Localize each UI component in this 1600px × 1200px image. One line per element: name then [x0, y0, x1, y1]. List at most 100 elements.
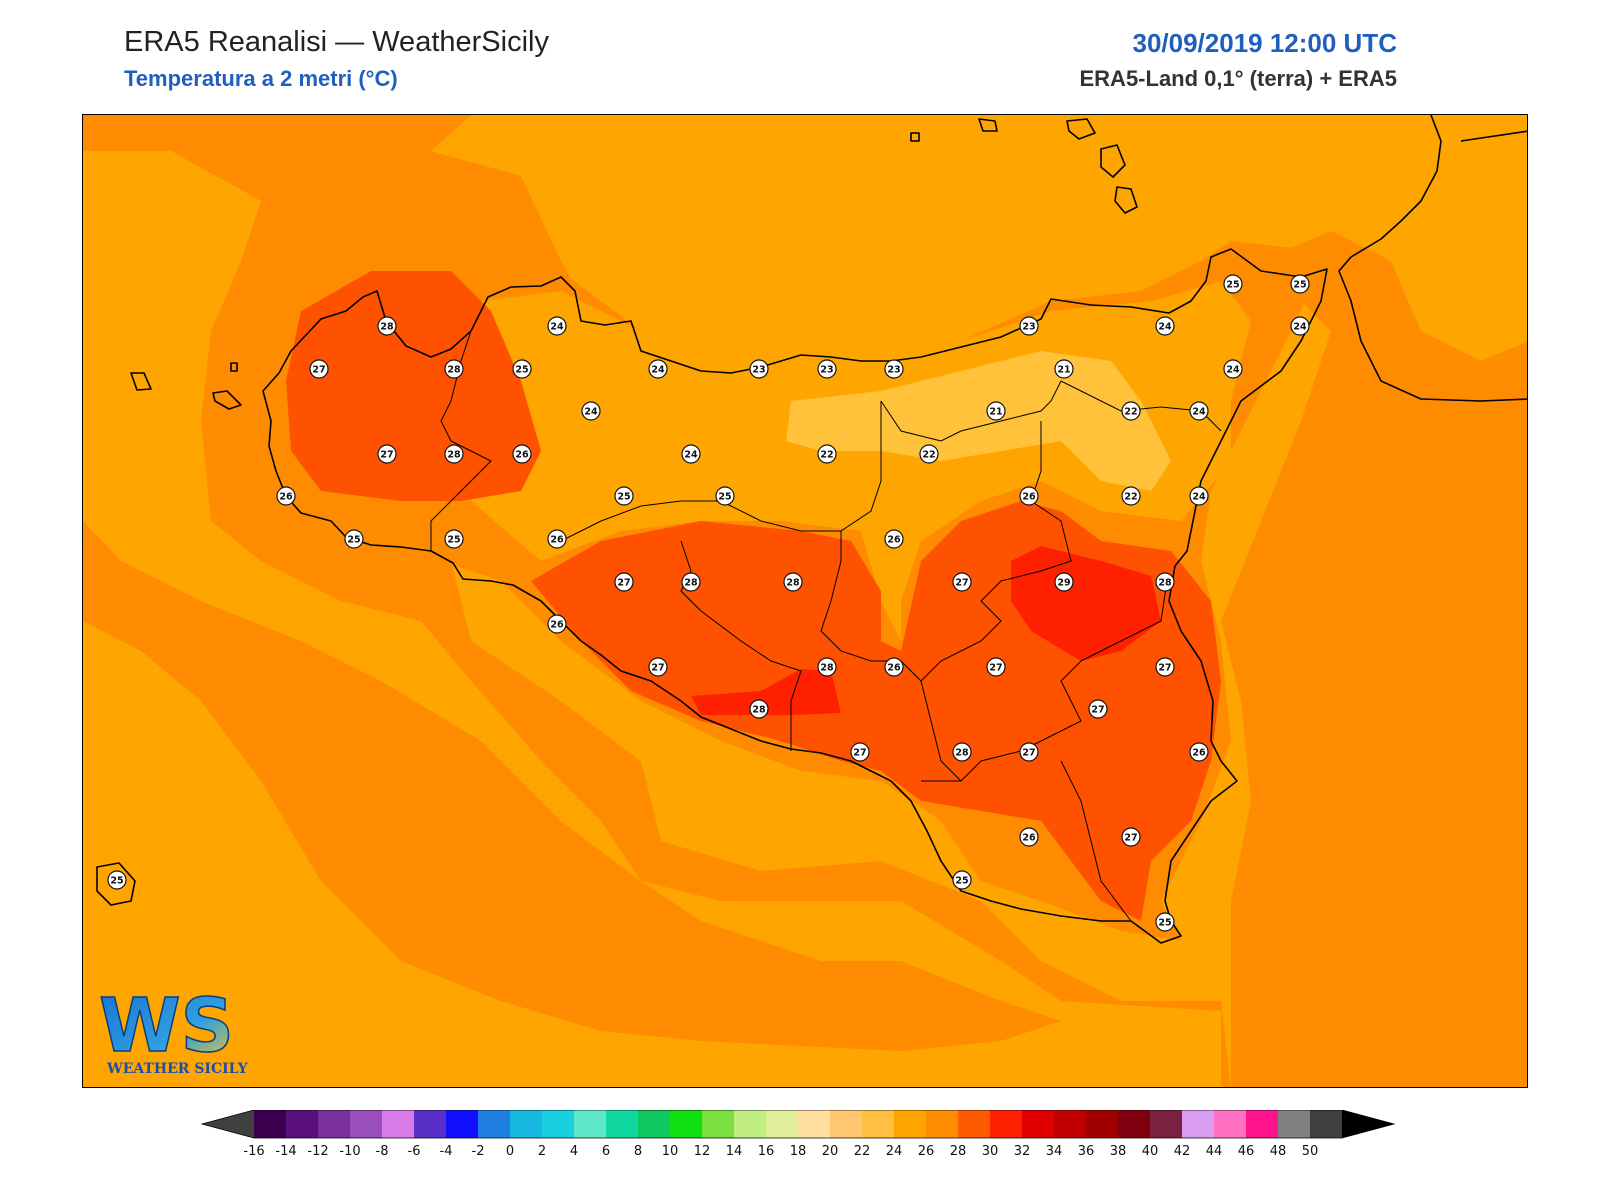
colorbar-tick-label: 36	[1078, 1144, 1095, 1159]
station-marker: 24	[681, 444, 701, 464]
colorbar-swatch	[478, 1110, 511, 1138]
map-canvas: 28 24 27 28 25 24 23 23 23 23 24 25 25 24 21 24 24 21 22 24…	[83, 115, 1527, 1087]
logo-letters: WS	[99, 985, 234, 1069]
station-marker: 24	[1189, 401, 1209, 421]
station-circle	[648, 359, 668, 379]
station-value: 27	[955, 578, 968, 589]
station-value: 23	[820, 365, 833, 376]
colorbar-swatch	[1310, 1110, 1343, 1138]
station-value: 26	[887, 663, 901, 674]
colorbar-swatch	[702, 1110, 735, 1138]
station-marker: 27	[309, 359, 329, 379]
station-circle	[107, 870, 127, 890]
station-marker: 24	[1155, 316, 1175, 336]
station-marker: 26	[512, 444, 532, 464]
border-trapani-palermo	[430, 330, 492, 551]
colorbar-tick-label: 40	[1142, 1144, 1159, 1159]
station-value: 24	[1192, 407, 1206, 418]
station-circle	[614, 572, 634, 592]
colorbar-swatch	[830, 1110, 863, 1138]
station-marker: 26	[1189, 742, 1209, 762]
station-circle	[377, 316, 397, 336]
province-borders	[430, 330, 1222, 922]
station-marker: 26	[547, 614, 567, 634]
station-marker: 22	[817, 444, 837, 464]
colorbar-swatch	[1022, 1110, 1055, 1138]
station-circle	[1290, 316, 1310, 336]
station-circle	[444, 359, 464, 379]
calabria-coastline	[1338, 115, 1527, 402]
station-marker: 27	[850, 742, 870, 762]
station-value: 22	[1124, 407, 1137, 418]
station-marker: 25	[512, 359, 532, 379]
station-circle	[817, 444, 837, 464]
station-circle	[986, 401, 1006, 421]
station-value: 28	[955, 748, 969, 759]
station-marker: 27	[1088, 699, 1108, 719]
station-circle	[986, 657, 1006, 677]
land-30-east	[1011, 546, 1161, 661]
station-marker: 22	[1121, 486, 1141, 506]
station-value: 27	[989, 663, 1002, 674]
station-value: 28	[1158, 578, 1172, 589]
station-circle	[1054, 572, 1074, 592]
colorbar-swatch	[414, 1110, 447, 1138]
station-value: 28	[380, 322, 394, 333]
logo-text: WEATHER SICILY	[106, 1061, 249, 1077]
colorbar-swatch	[574, 1110, 607, 1138]
station-value: 25	[718, 492, 731, 503]
station-circle	[1155, 316, 1175, 336]
colorbar-tick-label: 0	[506, 1144, 514, 1159]
colorbar-tick-label: -10	[339, 1144, 360, 1159]
station-marker: 28	[444, 359, 464, 379]
station-marker: 23	[749, 359, 769, 379]
station-circle	[1155, 572, 1175, 592]
colorbar-swatch	[542, 1110, 575, 1138]
colorbar-swatch	[1278, 1110, 1311, 1138]
colorbar-swatch	[990, 1110, 1023, 1138]
colorbar-swatch	[510, 1110, 543, 1138]
land-30-south	[691, 669, 841, 715]
station-circle	[309, 359, 329, 379]
station-circle	[850, 742, 870, 762]
station-value: 26	[550, 620, 564, 631]
land-22-field	[786, 351, 1171, 491]
colorbar-swatch	[734, 1110, 767, 1138]
station-circle	[547, 614, 567, 634]
station-value: 21	[989, 407, 1002, 418]
station-marker: 28	[444, 444, 464, 464]
colorbar-swatch	[606, 1110, 639, 1138]
station-value: 27	[312, 365, 325, 376]
weather-sicily-logo: WS WEATHER SICILY	[98, 985, 249, 1077]
station-marker: 24	[1189, 486, 1209, 506]
sicily-coastline	[262, 248, 1328, 944]
station-value: 28	[447, 365, 461, 376]
station-marker: 23	[884, 359, 904, 379]
colorbar-swatch	[446, 1110, 479, 1138]
station-value: 23	[752, 365, 765, 376]
station-value: 27	[617, 578, 630, 589]
station-value: 25	[1293, 280, 1306, 291]
colorbar-swatch	[798, 1110, 831, 1138]
station-circle	[1189, 401, 1209, 421]
station-circle	[648, 657, 668, 677]
station-marker: 24	[1290, 316, 1310, 336]
station-marker: 22	[919, 444, 939, 464]
colorbar-swatch	[670, 1110, 703, 1138]
station-value: 26	[279, 492, 293, 503]
station-circle	[952, 870, 972, 890]
station-marker: 28	[817, 657, 837, 677]
colorbar-tick-label: 48	[1270, 1144, 1287, 1159]
station-circle	[444, 529, 464, 549]
colorbar-tick-label: 20	[822, 1144, 839, 1159]
colorbar-swatch	[1118, 1110, 1151, 1138]
sea-24-inner-west	[83, 151, 1221, 1087]
station-value: 23	[1022, 322, 1035, 333]
station-marker: 25	[952, 870, 972, 890]
colorbar-tick-label: 30	[982, 1144, 999, 1159]
station-circle	[1121, 827, 1141, 847]
colorbar-swatch	[1246, 1110, 1279, 1138]
station-value: 28	[447, 450, 461, 461]
station-circle	[681, 572, 701, 592]
pantelleria-island	[96, 862, 136, 906]
